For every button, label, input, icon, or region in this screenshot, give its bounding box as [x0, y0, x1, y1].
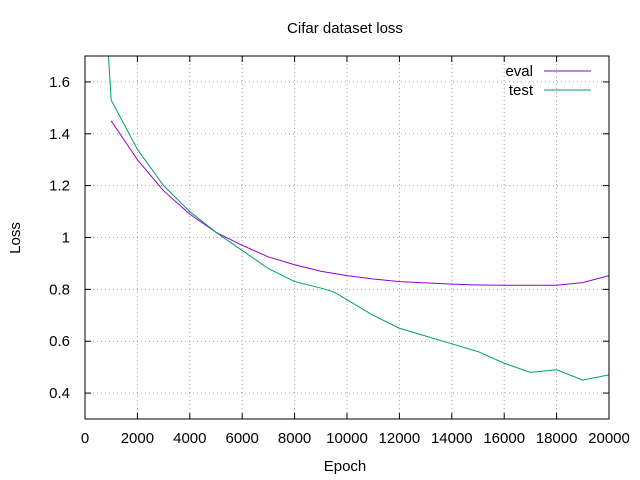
legend-label-test: test: [509, 82, 534, 99]
legend-label-eval: eval: [505, 63, 533, 80]
x-tick-label: 18000: [536, 430, 578, 447]
chart-title: Cifar dataset loss: [287, 20, 403, 37]
plot-frame: [84, 55, 610, 420]
x-axis-title: Epoch: [324, 458, 367, 475]
x-tick-label: 12000: [379, 430, 421, 447]
series-line-eval: [110, 120, 609, 286]
x-tick-label: 8000: [278, 430, 311, 447]
x-tick-label: 2000: [121, 430, 154, 447]
legend: eval test: [505, 63, 591, 99]
axis-ticks: [84, 56, 610, 419]
y-tick-label: 0.4: [49, 385, 70, 402]
x-tick-label: 10000: [326, 430, 368, 447]
y-tick-label: 1.4: [49, 126, 70, 143]
series-lines: [107, 56, 609, 381]
y-tick-label: 0.6: [49, 333, 70, 350]
y-tick-label: 0.8: [49, 281, 70, 298]
tick-labels: 0 2000 4000 6000 8000 10000 12000 14000 16000 180…: [49, 74, 630, 447]
x-tick-label: 0: [81, 430, 89, 447]
y-tick-label: 1.2: [49, 178, 70, 195]
x-tick-label: 16000: [483, 430, 525, 447]
x-tick-label: 4000: [173, 430, 206, 447]
series-line-test: [107, 56, 609, 381]
grid: [85, 56, 609, 419]
y-tick-label: 1.6: [49, 74, 70, 91]
x-tick-label: 14000: [431, 430, 473, 447]
y-axis-title: Loss: [7, 222, 24, 254]
x-tick-label: 6000: [226, 430, 259, 447]
x-tick-label: 20000: [588, 430, 630, 447]
y-tick-label: 1: [62, 230, 70, 247]
